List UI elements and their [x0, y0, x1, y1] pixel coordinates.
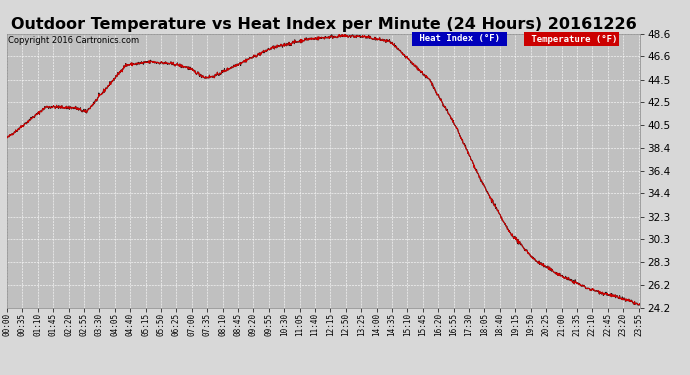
Text: Copyright 2016 Cartronics.com: Copyright 2016 Cartronics.com: [8, 36, 139, 45]
Text: Temperature (°F): Temperature (°F): [526, 34, 617, 44]
Text: Heat Index (°F): Heat Index (°F): [414, 34, 505, 44]
Text: Outdoor Temperature vs Heat Index per Minute (24 Hours) 20161226: Outdoor Temperature vs Heat Index per Mi…: [12, 17, 637, 32]
